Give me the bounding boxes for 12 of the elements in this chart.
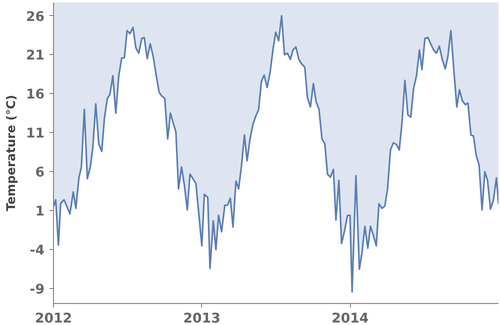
- y-tick-label: 11: [26, 126, 45, 142]
- y-axis-title: Temperature (°C): [4, 94, 18, 212]
- x-tick-label: 2012: [34, 312, 72, 325]
- y-tick-label: -9: [30, 282, 45, 298]
- y-tick-label: 21: [26, 48, 45, 64]
- y-tick-label: 16: [26, 88, 45, 103]
- y-tick-label: -4: [30, 244, 45, 259]
- y-tick-label: 26: [26, 10, 45, 25]
- x-tick-label: 2013: [183, 312, 220, 325]
- y-tick-label: 1: [35, 204, 45, 220]
- x-tick-label: 2014: [332, 312, 369, 325]
- y-tick-label: 6: [35, 166, 45, 181]
